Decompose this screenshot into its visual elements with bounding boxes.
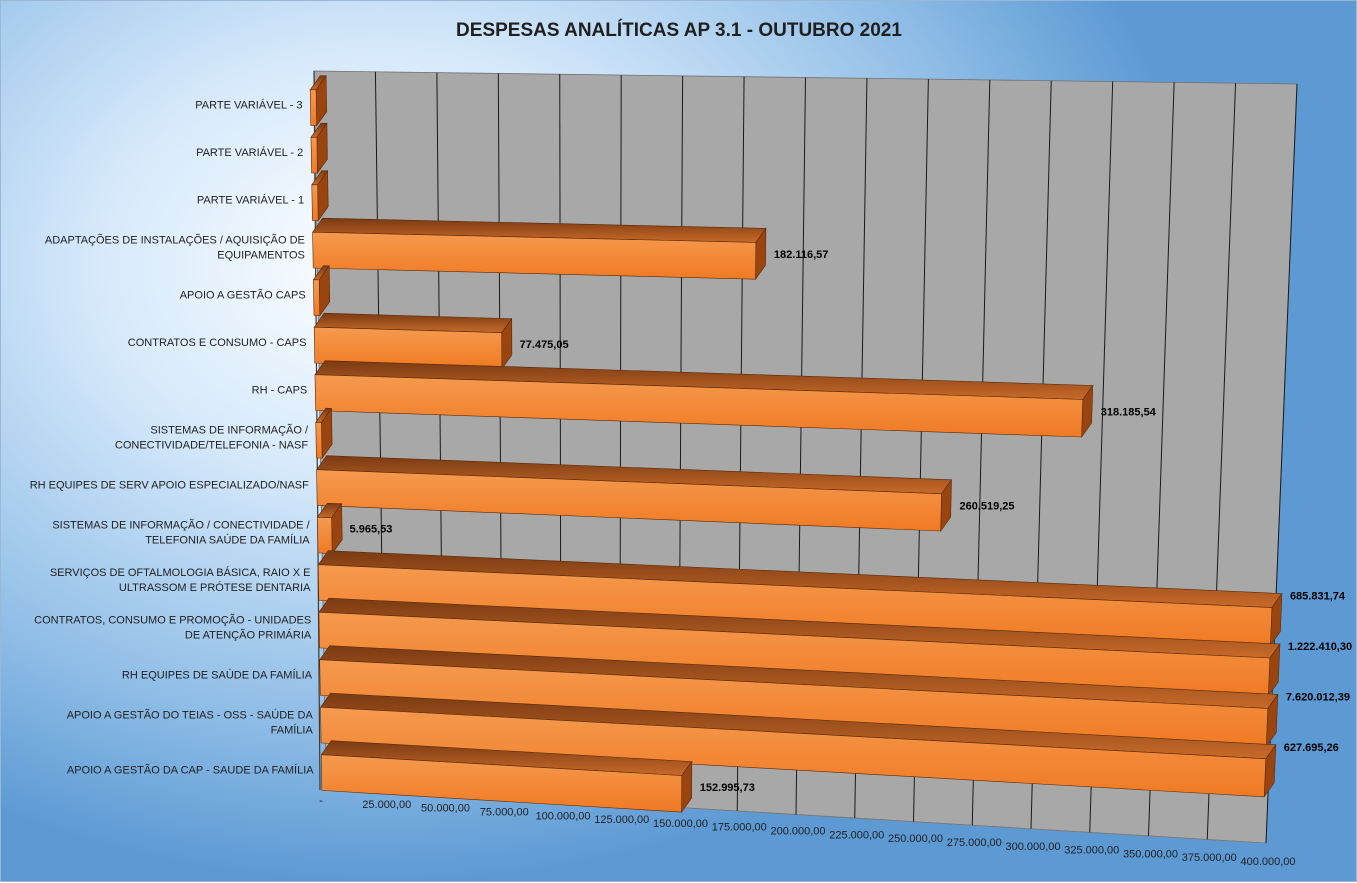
data-label: 182.116,57 [774, 249, 828, 261]
x-tick-label: 200.000,00 [770, 826, 825, 838]
chart-title: DESPESAS ANALÍTICAS AP 3.1 - OUTUBRO 202… [456, 19, 902, 41]
x-tick-label: 100.000,00 [535, 810, 590, 822]
x-tick-label: 50.000,00 [421, 803, 470, 815]
category-label: DE ATENÇÃO PRIMÁRIA [185, 629, 312, 642]
bar [315, 421, 323, 459]
x-tick-label: 350.000,00 [1123, 848, 1178, 860]
bar [314, 374, 1084, 438]
data-label: 685.831,74 [1290, 591, 1346, 603]
category-label: CONTRATOS, CONSUMO E PROMOÇÃO - UNIDADES [34, 614, 311, 627]
category-label: PARTE VARIÁVEL - 2 [196, 146, 303, 159]
x-tick-label: 125.000,00 [594, 814, 649, 826]
bar [311, 184, 319, 221]
bar [320, 754, 683, 813]
data-label: 7.620.012,39 [1286, 691, 1350, 703]
x-tick-label: 75.000,00 [480, 806, 529, 818]
x-tick-label: 275.000,00 [947, 837, 1002, 849]
category-label: RH EQUIPES DE SERV APOIO ESPECIALIZADO/N… [30, 480, 309, 492]
category-label: EQUIPAMENTOS [217, 250, 305, 262]
category-label: PARTE VARIÁVEL - 1 [197, 194, 304, 207]
data-label: 5.965,53 [350, 524, 393, 536]
x-tick-label: 150.000,00 [653, 818, 708, 830]
category-label: APOIO A GESTÃO DO TEIAS - OSS - SAÚDE DA [67, 709, 314, 722]
category-label: ADAPTAÇÕES DE INSTALAÇÕES / AQUISIÇÃO DE [45, 234, 305, 247]
x-tick-label: 225.000,00 [829, 829, 884, 841]
data-label: 260.519,25 [959, 500, 1014, 512]
x-tick-label: 400.000,00 [1240, 856, 1295, 868]
x-tick-label: 325.000,00 [1064, 845, 1119, 857]
category-label: SISTEMAS DE INFORMAÇÃO / CONECTIVIDADE / [52, 519, 310, 532]
data-label: 77.475,05 [520, 339, 569, 351]
bar [320, 706, 1267, 798]
category-label: RH EQUIPES DE SAÚDE DA FAMÍLIA [122, 669, 313, 682]
bar [310, 136, 318, 174]
category-label: TELEFONIA SAÚDE DA FAMÍLIA [145, 534, 310, 547]
data-label: 1.222.410,30 [1288, 641, 1352, 653]
data-label: 318.185,54 [1101, 406, 1157, 418]
x-tick-label: - [319, 795, 323, 807]
data-label: 152.995,73 [700, 782, 755, 794]
x-tick-label: 25.000,00 [362, 799, 411, 811]
category-label: ULTRASSOM E PRÓTESE DENTARIA [119, 581, 311, 594]
x-tick-label: 300.000,00 [1005, 841, 1060, 853]
bar [313, 279, 321, 316]
bar [317, 516, 333, 554]
category-label: FAMÍLIA [271, 724, 314, 737]
data-label: 627.695,26 [1284, 742, 1339, 754]
bar [312, 231, 757, 280]
x-tick-label: 175.000,00 [712, 822, 767, 834]
category-label: CONECTIVIDADE/TELEFONIA - NASF [115, 440, 308, 452]
x-tick-label: 250.000,00 [888, 833, 943, 845]
category-label: APOIO A GESTÃO CAPS [180, 289, 306, 302]
x-tick-label: 375.000,00 [1182, 852, 1237, 864]
bar [316, 469, 942, 532]
bar [309, 89, 318, 126]
category-label: CONTRATOS E CONSUMO - CAPS [128, 337, 307, 349]
category-label: SERVIÇOS DE OFTALMOLOGIA BÁSICA, RAIO X … [50, 566, 311, 579]
category-label: APOIO A GESTÃO DA CAP - SAUDE DA FAMÍLIA [67, 764, 314, 777]
category-label: PARTE VARIÁVEL - 3 [195, 99, 302, 112]
category-label: SISTEMAS DE INFORMAÇÃO / [150, 424, 309, 437]
category-label: RH - CAPS [252, 385, 308, 397]
